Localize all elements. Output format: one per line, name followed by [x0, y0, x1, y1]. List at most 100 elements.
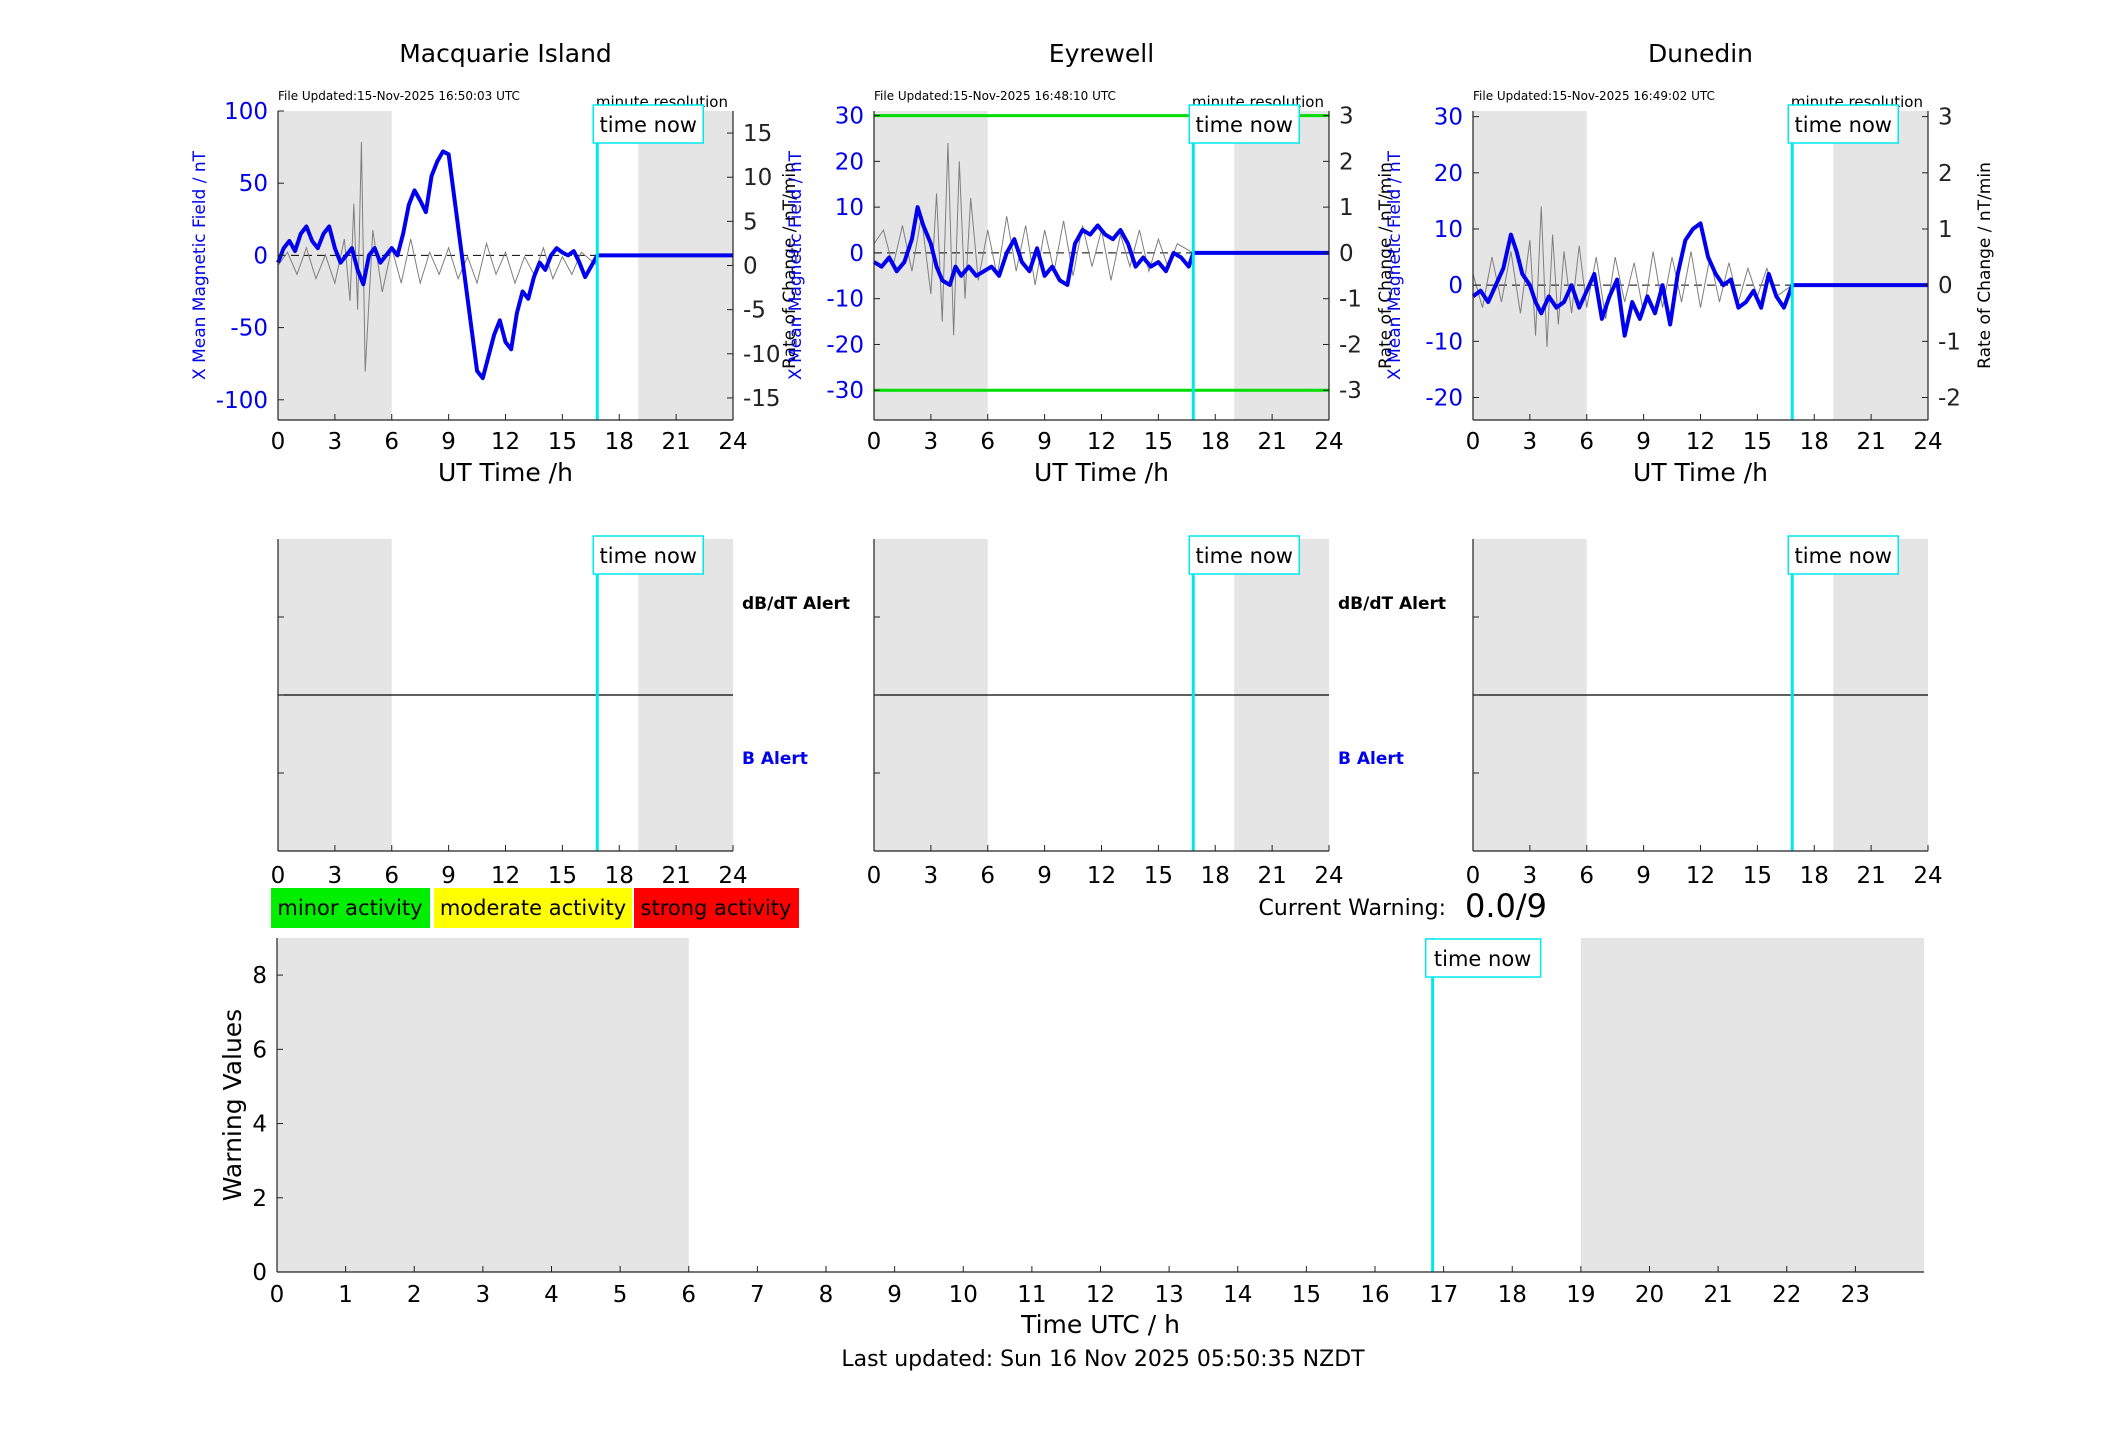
b-field-series — [872, 205, 1329, 287]
x-tick-label: 12 — [491, 863, 520, 889]
x-tick-label: 3 — [476, 1282, 491, 1308]
x-tick-label: 24 — [1913, 429, 1942, 455]
y-tick-label-left: -10 — [1425, 329, 1463, 355]
y-tick-label-right: 0 — [743, 254, 758, 280]
x-tick-label: 6 — [980, 863, 995, 889]
y-tick-label-right: 0 — [1339, 241, 1354, 267]
x-tick-label: 22 — [1772, 1282, 1801, 1308]
time-now-box — [1787, 535, 1900, 575]
y-tick-label-right: -15 — [743, 386, 781, 412]
current-warning-value: 0.0/9 — [1465, 887, 1547, 925]
file-updated: File Updated:15-Nov-2025 16:49:02 UTC — [1473, 89, 1715, 103]
y-tick-label-left: 0 — [1448, 273, 1463, 299]
panel-title: Dunedin — [1648, 39, 1753, 68]
magnetometer-panels: 0 3 6 9 12 15 18 21 24-100-50050100-15-10-505101… — [190, 39, 1995, 487]
time-now-label: time now — [1795, 544, 1892, 568]
x-tick-label: 9 — [1037, 429, 1052, 455]
x-tick-label: 0 — [271, 863, 286, 889]
y-tick-label-left: -20 — [1425, 386, 1463, 412]
b-field-series — [276, 149, 733, 381]
x-axis-title: Time UTC / h — [1020, 1310, 1180, 1339]
y-tick-label-left: -20 — [826, 332, 864, 358]
y-axis-title-left: X Mean Magnetic Field / nT — [786, 150, 806, 380]
x-tick-label: 6 — [1579, 429, 1594, 455]
x-tick-label: 6 — [681, 1282, 696, 1308]
x-tick-label: 12 — [1686, 429, 1715, 455]
x-tick-label: 9 — [1636, 429, 1651, 455]
b-alert-label: B Alert — [742, 749, 808, 769]
y-tick-label-left: 30 — [835, 104, 864, 130]
x-tick-label: 1 — [338, 1282, 353, 1308]
x-tick-label: 18 — [1800, 863, 1829, 889]
x-tick-label: 0 — [867, 863, 882, 889]
y-tick-label-left: 0 — [253, 243, 268, 269]
x-tick-label: 3 — [924, 429, 939, 455]
x-tick-label: 10 — [949, 1282, 978, 1308]
x-tick-label: 12 — [1686, 863, 1715, 889]
y-tick-label: 2 — [252, 1186, 267, 1212]
time-now-label: time now — [1196, 544, 1293, 568]
x-tick-label: 9 — [1636, 863, 1651, 889]
time-now-box — [1787, 104, 1900, 144]
time-now-box — [592, 535, 705, 575]
x-tick-label: 18 — [605, 863, 634, 889]
alert-panel-1: 0 3 6 9 12 15 18 21 24 time now dB/dT Alert B Alert — [867, 535, 1446, 889]
y-tick-label-right: 3 — [1339, 104, 1354, 130]
x-tick-label: 21 — [661, 429, 690, 455]
time-now-label: time now — [1196, 113, 1293, 137]
x-tick-label: 24 — [718, 863, 747, 889]
x-tick-label: 6 — [980, 429, 995, 455]
alert-panels: 0 3 6 9 12 15 18 21 24 time now dB/dT Alert B Alert… — [271, 535, 1943, 889]
x-tick-label: 9 — [1037, 863, 1052, 889]
y-tick-label-right: 15 — [743, 121, 772, 147]
y-tick-label-right: 2 — [1339, 149, 1354, 175]
y-axis-title-right: Rate of Change / nT/min — [780, 162, 800, 369]
y-tick-label-left: 30 — [1434, 105, 1463, 131]
y-tick-label-right: 10 — [743, 165, 772, 191]
current-warning: Current Warning: 0.0/9 — [1259, 887, 1548, 925]
x-axis-title: UT Time /h — [1633, 458, 1768, 487]
x-tick-label: 23 — [1841, 1282, 1870, 1308]
minor-activity-label: minor activity — [277, 896, 422, 920]
y-tick-label: 0 — [252, 1260, 267, 1286]
y-axis-title-right: Rate of Change / nT/min — [1376, 162, 1396, 369]
x-tick-label: 13 — [1154, 1282, 1183, 1308]
x-tick-label: 6 — [1579, 863, 1594, 889]
y-tick-label-left: 50 — [239, 171, 268, 197]
y-tick-label-right: 0 — [1938, 273, 1953, 299]
night-shade — [1580, 938, 1924, 1272]
x-tick-label: 2 — [407, 1282, 422, 1308]
x-tick-label: 18 — [1498, 1282, 1527, 1308]
x-axis-title: UT Time /h — [438, 458, 573, 487]
panel-0: 0 3 6 9 12 15 18 21 24-100-50050100-15-10-505101… — [190, 39, 800, 487]
night-shade — [1234, 111, 1329, 420]
time-now-label: time now — [600, 113, 697, 137]
x-tick-label: 3 — [1523, 863, 1538, 889]
strong-activity-swatch — [634, 888, 799, 928]
x-tick-label: 15 — [1144, 429, 1173, 455]
x-tick-label: 9 — [441, 429, 456, 455]
x-tick-label: 21 — [1856, 429, 1885, 455]
x-tick-label: 0 — [270, 1282, 285, 1308]
time-now-box — [1188, 104, 1301, 144]
night-shade — [1833, 111, 1928, 420]
file-updated: File Updated:15-Nov-2025 16:50:03 UTC — [278, 89, 520, 103]
x-tick-label: 21 — [1703, 1282, 1732, 1308]
x-tick-label: 14 — [1223, 1282, 1252, 1308]
x-tick-label: 24 — [1913, 863, 1942, 889]
y-tick-label-left: -30 — [826, 378, 864, 404]
x-tick-label: 11 — [1017, 1282, 1046, 1308]
x-tick-label: 24 — [1314, 863, 1343, 889]
y-tick-label: 6 — [252, 1037, 267, 1063]
x-tick-label: 9 — [887, 1282, 902, 1308]
x-tick-label: 15 — [1743, 863, 1772, 889]
x-tick-label: 3 — [328, 863, 343, 889]
x-axis-title: UT Time /h — [1034, 458, 1169, 487]
dbdt-alert-label: dB/dT Alert — [742, 594, 850, 614]
y-tick-label-left: 10 — [1434, 217, 1463, 243]
y-tick-label-right: -10 — [743, 342, 781, 368]
y-tick-label-right: 5 — [743, 209, 758, 235]
x-tick-label: 3 — [328, 429, 343, 455]
time-now-label: time now — [1434, 947, 1531, 971]
x-tick-label: 12 — [1086, 1282, 1115, 1308]
